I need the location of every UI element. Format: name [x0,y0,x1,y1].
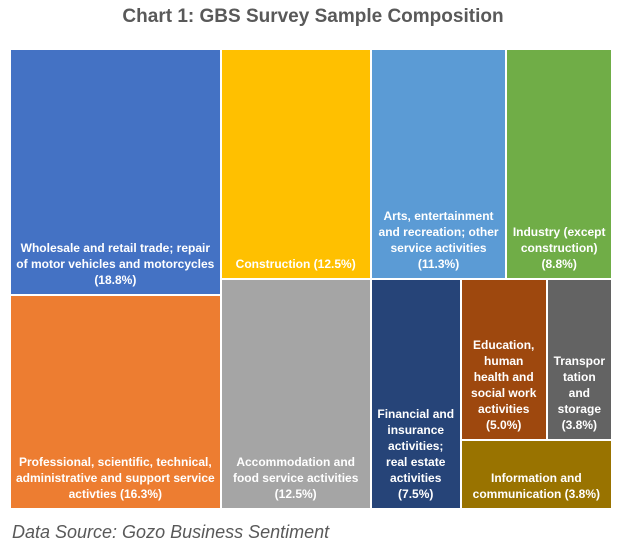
tile-label: Education, human health and social work … [471,337,537,432]
treemap-tile: Accommodation and food service activitie… [220,279,371,509]
treemap-tile: Wholesale and retail trade; repair of mo… [10,49,221,296]
treemap-tile: Arts, entertainment and recreation; othe… [370,49,507,279]
treemap-tile: Education, human health and social work … [460,279,547,440]
tile-label: Information and communication (3.8%) [472,470,601,501]
treemap-tile: Construction (12.5%) [220,49,371,279]
treemap-tile: Financial and insurance activities; real… [370,279,461,509]
tile-label: Construction (12.5%) [235,257,356,271]
treemap-tile: Industry (except construction) (8.8%) [506,49,612,279]
treemap-tile: Information and communication (3.8%) [460,439,612,509]
treemap-tile: Professional, scientific, technical, adm… [10,295,221,509]
treemap: Wholesale and retail trade; repair of mo… [10,49,612,509]
chart-title: Chart 1: GBS Survey Sample Composition [122,6,504,27]
tile-label: Professional, scientific, technical, adm… [15,454,215,501]
tile-label: Wholesale and retail trade; repair of mo… [16,241,215,288]
tile-label: Transportation and storage (3.8%) [553,353,605,432]
treemap-tile: Transportation and storage (3.8%) [546,279,612,440]
tile-label: Financial and insurance activities; real… [377,407,455,501]
tile-label: Accommodation and food service activitie… [232,455,359,501]
tile-label: Industry (except construction) (8.8%) [512,225,606,271]
tile-label: Arts, entertainment and recreation; othe… [378,209,499,271]
source-note: Data Source: Gozo Business Sentiment [12,522,330,542]
